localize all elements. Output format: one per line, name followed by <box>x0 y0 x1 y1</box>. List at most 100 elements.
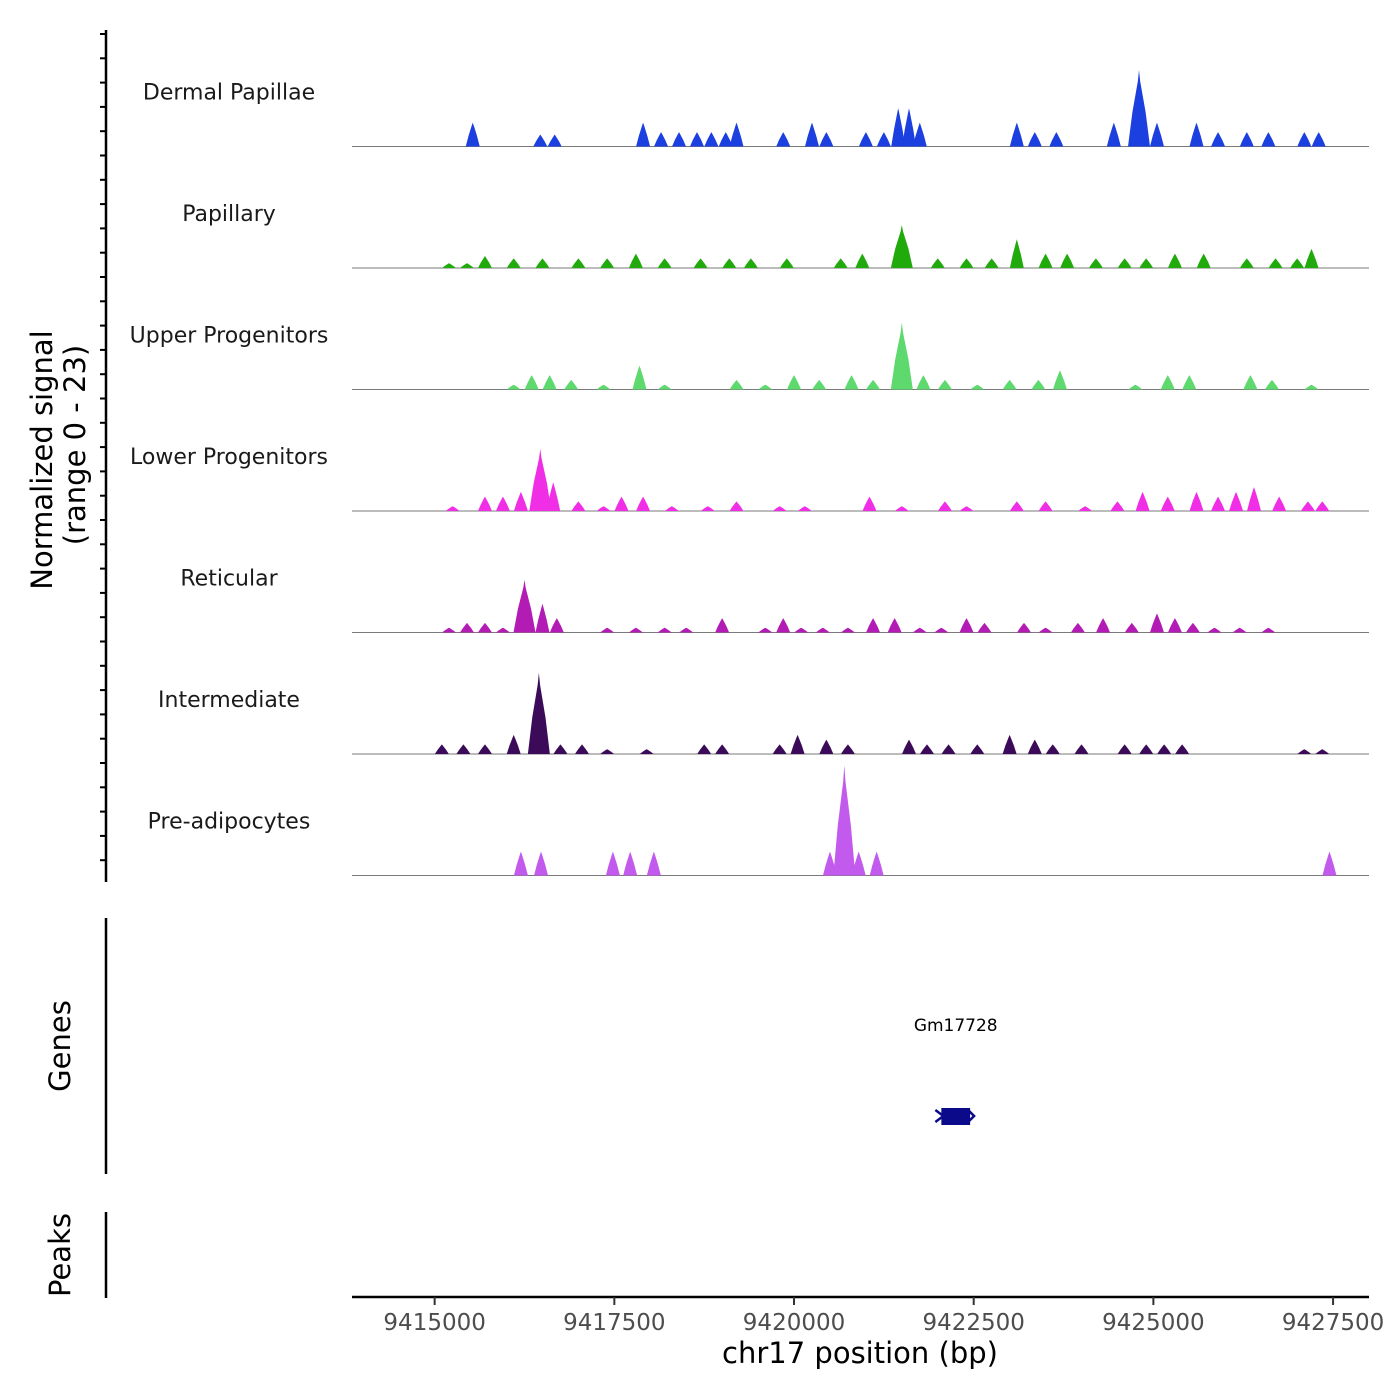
signal-peak <box>1074 744 1089 754</box>
signal-peak <box>833 258 848 268</box>
x-tick-label: 9422500 <box>922 1310 1024 1336</box>
signal-peak <box>1060 253 1075 268</box>
signal-peak <box>1124 622 1139 633</box>
signal-peak <box>819 132 834 147</box>
signal-peak <box>1239 132 1254 147</box>
signal-peak <box>937 501 952 511</box>
signal-peak <box>596 506 611 511</box>
track-intermediate: Intermediate <box>158 672 1369 755</box>
signal-peak <box>628 253 643 268</box>
signal-peak <box>890 224 913 268</box>
signal-peak <box>442 627 457 633</box>
signal-peak <box>529 448 552 511</box>
signal-peak <box>596 384 611 390</box>
signal-peak <box>1189 122 1204 147</box>
signal-peak <box>1070 622 1085 633</box>
signal-peak <box>833 765 856 876</box>
signal-peak <box>797 506 812 511</box>
signal-peak <box>697 744 712 754</box>
signal-peak <box>1027 132 1042 147</box>
signal-peak <box>1239 258 1254 268</box>
signal-peak <box>1128 69 1151 147</box>
signal-peak <box>542 375 557 390</box>
signal-peak <box>890 322 913 390</box>
signal-peak <box>718 132 733 147</box>
signal-peak <box>1247 487 1262 511</box>
signal-peak <box>636 496 651 511</box>
signal-peak <box>574 744 589 754</box>
y-axis-title: Normalized signal (range 0 - 23) <box>25 330 92 589</box>
signal-peak <box>646 851 661 876</box>
signal-peak <box>465 122 480 147</box>
signal-peak <box>600 258 615 268</box>
signal-peak <box>916 375 931 390</box>
signal-peak <box>772 744 787 754</box>
signal-peak <box>1304 384 1319 390</box>
signal-peak <box>1002 379 1017 390</box>
signal-peak <box>822 851 837 876</box>
signal-peak <box>535 603 550 633</box>
signal-peak <box>959 618 974 633</box>
signal-peak <box>1229 491 1244 511</box>
signal-peak <box>937 379 952 390</box>
signal-peak <box>970 384 985 390</box>
track-dermal-papillae: Dermal Papillae <box>143 69 1369 147</box>
track-lower-progenitors: Lower Progenitors <box>130 445 1369 512</box>
signal-peak <box>934 627 949 633</box>
coverage-tracks: Dermal Papillae Papillary Upper Progenitor… <box>130 69 1369 876</box>
signal-peak <box>495 627 510 633</box>
signal-peak <box>984 258 999 268</box>
signal-peak <box>546 482 561 511</box>
gene-strand-arrow <box>934 1109 946 1123</box>
signal-peak <box>862 496 877 511</box>
signal-peak <box>902 739 917 754</box>
signal-peak <box>513 491 528 511</box>
signal-peak <box>1088 258 1103 268</box>
signal-peak <box>1038 627 1053 633</box>
signal-peak <box>715 618 730 633</box>
signal-peak <box>1232 627 1247 633</box>
signal-peak <box>1139 258 1154 268</box>
signal-peak <box>459 263 474 268</box>
signal-peak <box>930 258 945 268</box>
x-tick-label: 9420000 <box>743 1310 845 1336</box>
genes-panel: Genes Gm17728 <box>43 918 998 1174</box>
signal-peak <box>1149 122 1164 147</box>
signal-peak <box>1311 132 1326 147</box>
signal-peak <box>1211 132 1226 147</box>
signal-peak <box>1261 132 1276 147</box>
signal-peak <box>919 744 934 754</box>
signal-peak <box>1031 379 1046 390</box>
signal-peak <box>902 108 917 147</box>
signal-peak <box>459 622 474 633</box>
signal-peak <box>758 627 773 633</box>
signal-peak <box>1160 496 1175 511</box>
x-tick-label: 9417500 <box>563 1310 665 1336</box>
signal-peak <box>1009 239 1024 268</box>
signal-peak <box>729 501 744 511</box>
signal-peak <box>527 672 550 754</box>
signal-peak <box>970 744 985 754</box>
x-tick-label: 9427500 <box>1282 1310 1384 1336</box>
signal-peak <box>1189 491 1204 511</box>
signal-peak <box>1261 627 1276 633</box>
signal-peak <box>632 365 647 390</box>
signal-peak <box>1290 258 1305 268</box>
signal-peak <box>672 132 687 147</box>
signal-peak <box>1175 744 1190 754</box>
signal-peak <box>1297 749 1312 754</box>
track-pre-adipocytes: Pre-adipocytes <box>148 765 1369 876</box>
signal-peak <box>477 256 492 268</box>
signal-peak <box>812 379 827 390</box>
signal-peak <box>657 627 672 633</box>
signal-peak <box>535 258 550 268</box>
signal-peak <box>533 134 548 147</box>
signal-peak <box>1207 627 1222 633</box>
peaks-label: Peaks <box>43 1213 77 1297</box>
signal-peak <box>477 744 492 754</box>
track-reticular: Reticular <box>180 567 1369 633</box>
signal-peak <box>912 627 927 633</box>
signal-peak <box>743 258 758 268</box>
signal-peak <box>1196 253 1211 268</box>
signal-peak <box>794 627 809 633</box>
